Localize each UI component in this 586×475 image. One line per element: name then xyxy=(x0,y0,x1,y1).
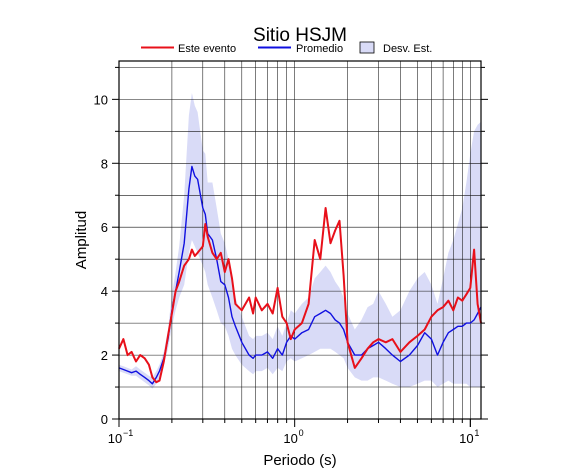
y-tick-label: 2 xyxy=(101,348,108,363)
x-tick-label-exponent: 0 xyxy=(299,428,304,438)
y-tick-label: 6 xyxy=(101,220,108,235)
y-tick-label: 10 xyxy=(94,92,108,107)
band-layer xyxy=(119,93,481,389)
std-dev-band xyxy=(119,93,481,389)
plot-area xyxy=(118,60,482,420)
este-evento-line xyxy=(118,207,482,384)
y-tick-label: 0 xyxy=(101,412,108,427)
grid-layer xyxy=(119,61,481,419)
y-tick-label: 8 xyxy=(101,156,108,171)
y-axis: 0 2 4 6 8 10 xyxy=(94,66,488,427)
chart-title: Sitio HSJM xyxy=(253,25,347,46)
y-tick-label: 4 xyxy=(101,284,108,299)
legend-label-promedio: Promedio xyxy=(296,43,343,55)
legend-label-desv-est: Desv. Est. xyxy=(383,43,432,55)
x-axis: 10 −1 10 0 10 1 xyxy=(108,419,479,446)
x-tick-label-base: 10 xyxy=(459,431,473,446)
legend-label-este-evento: Este evento xyxy=(178,43,236,55)
x-tick-label-exponent: 1 xyxy=(474,428,479,438)
y-axis-label: Amplitud xyxy=(73,211,90,269)
x-tick-label-exponent: −1 xyxy=(123,428,133,438)
x-tick-label-base: 10 xyxy=(108,431,122,446)
legend: Este evento Promedio Desv. Est. xyxy=(141,41,432,55)
series-layer xyxy=(118,165,482,385)
x-axis-label: Periodo (s) xyxy=(263,452,336,469)
plot-frame xyxy=(118,60,482,420)
legend-swatch-desv-est xyxy=(359,41,375,54)
x-tick-label-base: 10 xyxy=(283,431,297,446)
